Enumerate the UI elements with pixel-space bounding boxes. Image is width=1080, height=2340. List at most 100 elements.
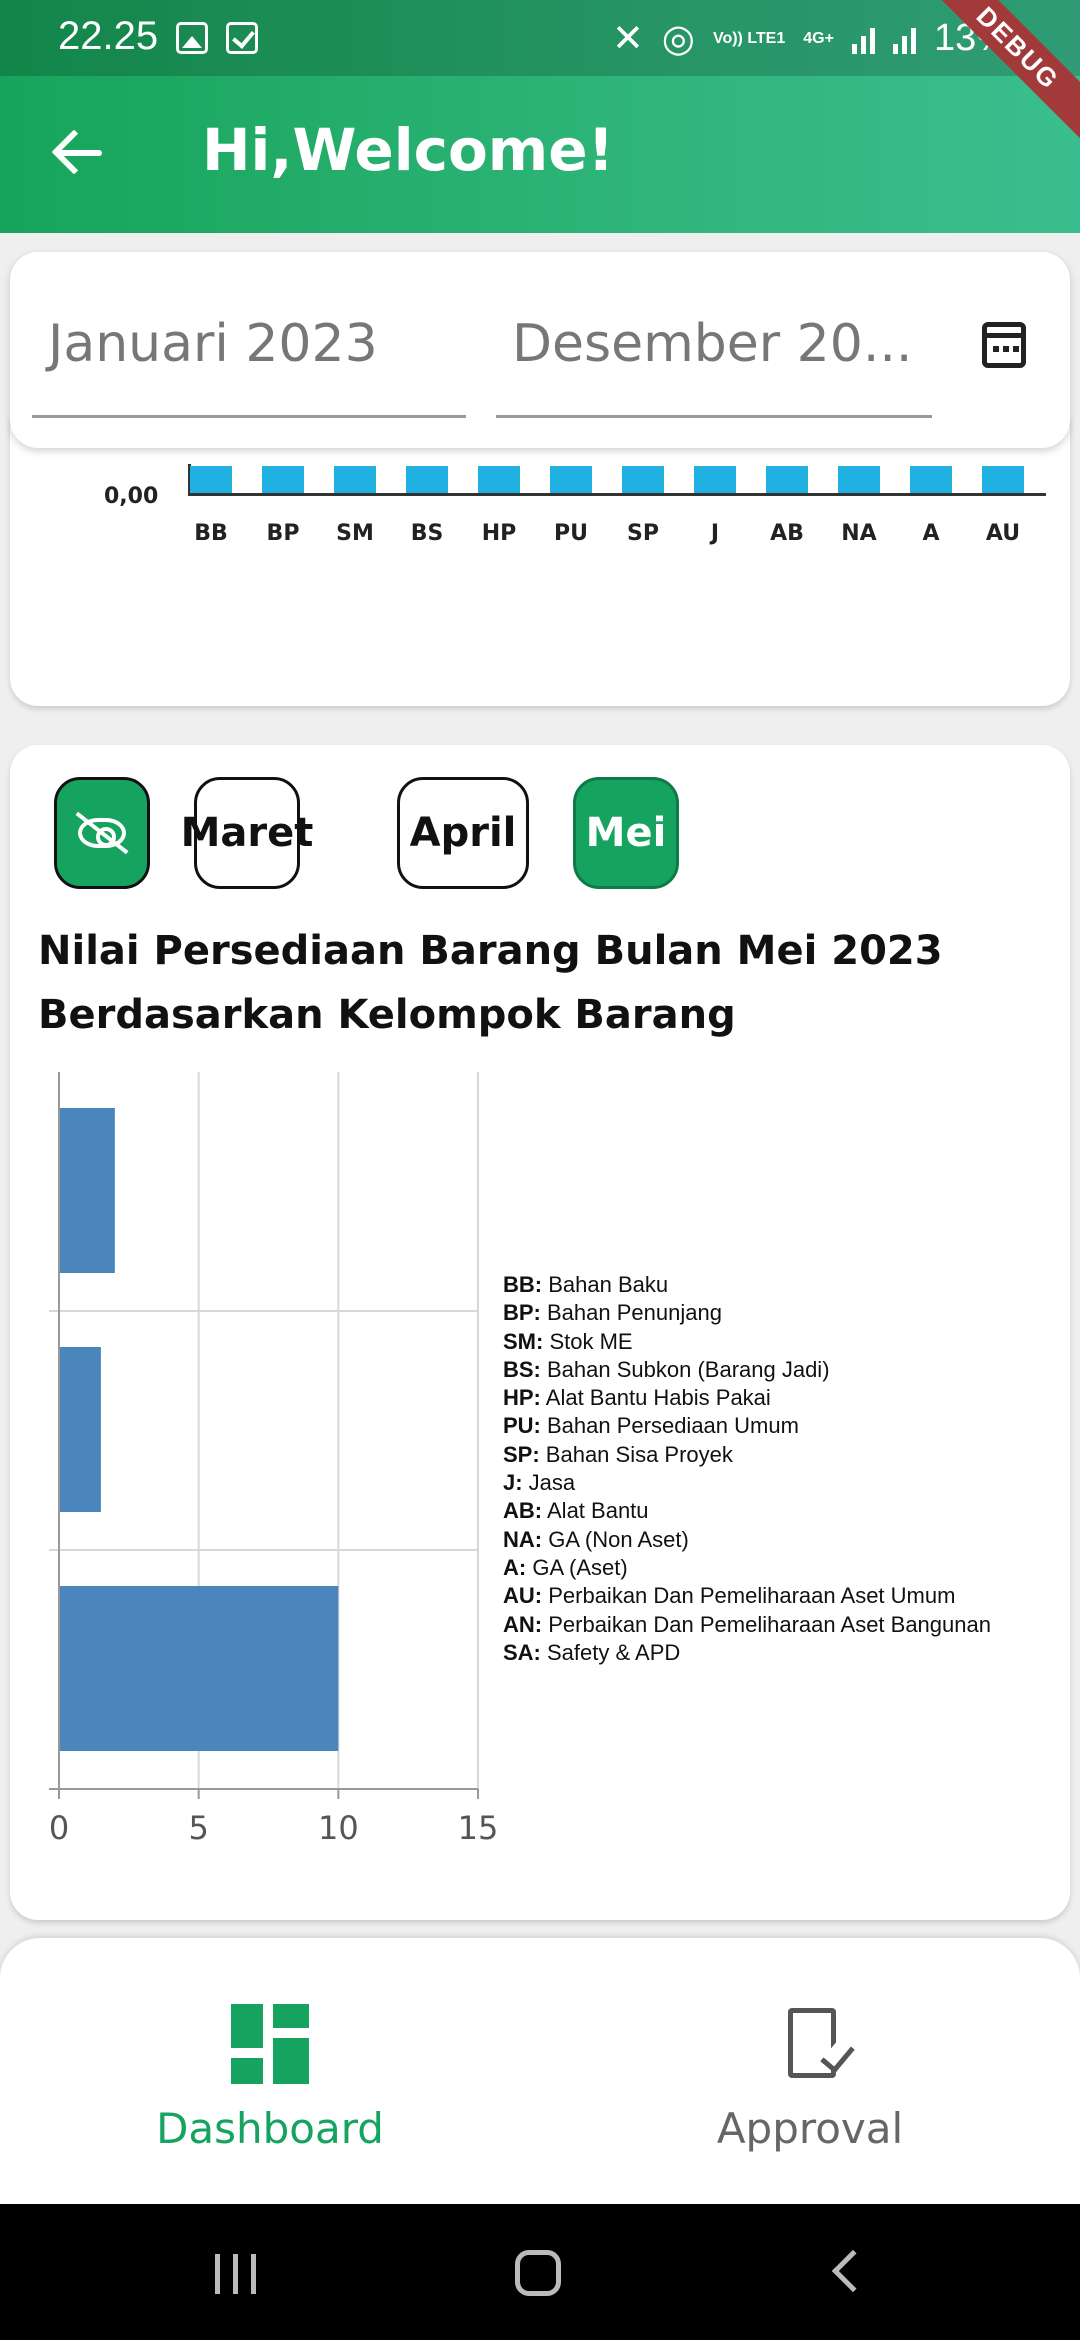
x-tick-label: 0	[49, 1809, 69, 1847]
legend-code: AN:	[503, 1611, 543, 1637]
legend-code: SA:	[503, 1639, 541, 1665]
top-chart-bar-na	[838, 466, 880, 493]
legend-item: SA: Safety & APD	[503, 1639, 991, 1667]
x-tick-label: 5	[188, 1809, 208, 1847]
top-chart-category-label: BB	[194, 521, 228, 546]
x-tick-label: 10	[318, 1809, 359, 1847]
legend-name: Bahan Penunjang	[540, 1300, 722, 1326]
legend-name: Perbaikan Dan Pemeliharaan Aset Bangunan	[542, 1611, 991, 1637]
legend-name: Bahan Sisa Proyek	[539, 1441, 733, 1467]
month-chip-maret[interactable]: Maret	[181, 777, 313, 889]
top-chart-bar-au	[982, 466, 1024, 493]
signal-strength-icon-2	[892, 24, 916, 54]
top-chart-category-label: PU	[554, 521, 588, 546]
legend-code: PU:	[503, 1413, 541, 1439]
status-indicators: ✕ ◎ Vo)) LTE1 4G+ 13%	[612, 16, 1010, 61]
start-date-value: Januari 2023	[48, 314, 378, 374]
legend-item: SP: Bahan Sisa Proyek	[503, 1441, 991, 1469]
start-date-field[interactable]: Januari 2023	[20, 252, 466, 418]
top-chart-bar-j	[694, 466, 736, 493]
legend-item: A: GA (Aset)	[503, 1554, 991, 1582]
bar-2	[59, 1586, 339, 1751]
top-chart-category-label: NA	[841, 521, 877, 546]
top-chart-category-label: BS	[410, 521, 444, 546]
date-range-card: Januari 2023 Desember 20...	[10, 252, 1070, 448]
legend-name: Jasa	[522, 1470, 576, 1496]
legend-code: A:	[503, 1554, 527, 1580]
month-chip-mei[interactable]: Mei	[573, 777, 679, 889]
top-chart-category-label: BP	[266, 521, 300, 546]
nav-dashboard[interactable]: Dashboard	[0, 1938, 540, 2204]
legend-code: J:	[503, 1470, 523, 1496]
top-chart-category-label: AB	[770, 521, 804, 546]
nav-approval[interactable]: Approval	[540, 1938, 1080, 2204]
volte-label: Vo)) LTE1	[712, 29, 786, 47]
legend-item: PU: Bahan Persediaan Umum	[503, 1412, 991, 1440]
legend-name: Bahan Subkon (Barang Jadi)	[540, 1356, 830, 1382]
legend-item: AU: Perbaikan Dan Pemeliharaan Aset Umum	[503, 1582, 991, 1610]
recent-apps-button[interactable]	[215, 2254, 261, 2294]
top-chart-category-label: A	[922, 521, 940, 546]
app-bar: 22.25 ✕ ◎ Vo)) LTE1 4G+ 13% DEBUG Hi	[0, 0, 1080, 233]
top-chart-bar-ab	[766, 466, 808, 493]
end-date-field[interactable]: Desember 20...	[484, 252, 932, 418]
system-back-button[interactable]	[831, 2249, 875, 2293]
legend-item: BS: Bahan Subkon (Barang Jadi)	[503, 1356, 991, 1384]
top-chart-category-label: HP	[481, 521, 517, 546]
nav-dashboard-label: Dashboard	[156, 2104, 384, 2153]
mute-icon: ✕	[611, 18, 644, 60]
top-chart-card: 0,00 BB BP SM BS HP PU SP J AB NA A AU	[10, 400, 1070, 706]
start-date-underline	[32, 415, 466, 418]
legend-name: Perbaikan Dan Pemeliharaan Aset Umum	[542, 1583, 956, 1609]
legend-name: Alat Bantu	[542, 1498, 649, 1524]
legend-code: SP:	[503, 1441, 540, 1467]
bottom-navigation: Dashboard Approval	[0, 1938, 1080, 2204]
x-axis	[188, 493, 1046, 496]
signal-strength-icon	[851, 24, 875, 54]
top-chart-bar-bs	[406, 466, 448, 493]
approval-document-icon	[788, 2008, 836, 2078]
back-arrow-icon[interactable]	[50, 122, 110, 182]
top-chart-bar-sm	[334, 466, 376, 493]
month-chip-april[interactable]: April	[397, 777, 529, 889]
page-title: Hi,Welcome!	[202, 116, 615, 184]
nav-approval-label: Approval	[716, 2104, 904, 2153]
dashboard-icon	[231, 2004, 309, 2084]
end-date-underline	[496, 415, 932, 418]
hide-chart-toggle[interactable]	[54, 777, 150, 889]
status-time: 22.25	[58, 14, 159, 58]
top-chart-bar-hp	[478, 466, 520, 493]
legend-name: GA (Aset)	[526, 1554, 628, 1580]
end-date-value: Desember 20...	[512, 314, 913, 374]
legend-code: SM:	[503, 1328, 544, 1354]
legend-item: SM: Stok ME	[503, 1328, 991, 1356]
top-chart-category-label: SP	[627, 521, 659, 546]
notification-icons	[176, 22, 258, 54]
legend-code: AB:	[503, 1498, 543, 1524]
x-tick-label: 15	[458, 1809, 499, 1847]
status-bar: 22.25 ✕ ◎ Vo)) LTE1 4G+ 13% DEBUG	[0, 0, 1080, 147]
bar-0	[59, 1108, 115, 1273]
horizontal-bar-chart: 0 5 10 15	[49, 1072, 499, 1847]
legend-code: BB:	[503, 1272, 543, 1297]
chart-legend: BB: Bahan Baku BP: Bahan Penunjang SM: Sto…	[503, 1271, 991, 1667]
legend-item: BB: Bahan Baku	[503, 1271, 991, 1299]
gallery-notification-icon	[176, 22, 208, 54]
legend-item: AB: Alat Bantu	[503, 1497, 991, 1525]
y-axis	[188, 464, 191, 496]
legend-code: AU:	[503, 1583, 543, 1609]
top-chart-category-label: J	[710, 521, 720, 546]
legend-code: BP:	[503, 1300, 541, 1326]
top-chart-category-label: SM	[336, 521, 374, 546]
y-tick-label: 0,00	[104, 484, 159, 509]
chart-title-line-2: Berdasarkan Kelompok Barang	[38, 992, 736, 1038]
legend-code: BS:	[503, 1356, 541, 1382]
chart-title-line-1: Nilai Persediaan Barang Bulan Mei 2023	[38, 928, 943, 974]
task-notification-icon	[226, 22, 258, 54]
legend-item: AN: Perbaikan Dan Pemeliharaan Aset Bang…	[503, 1611, 991, 1639]
home-button[interactable]	[515, 2250, 561, 2296]
legend-name: Bahan Persediaan Umum	[540, 1413, 799, 1439]
top-chart-bar-pu	[550, 466, 592, 493]
calendar-icon[interactable]	[982, 322, 1026, 368]
